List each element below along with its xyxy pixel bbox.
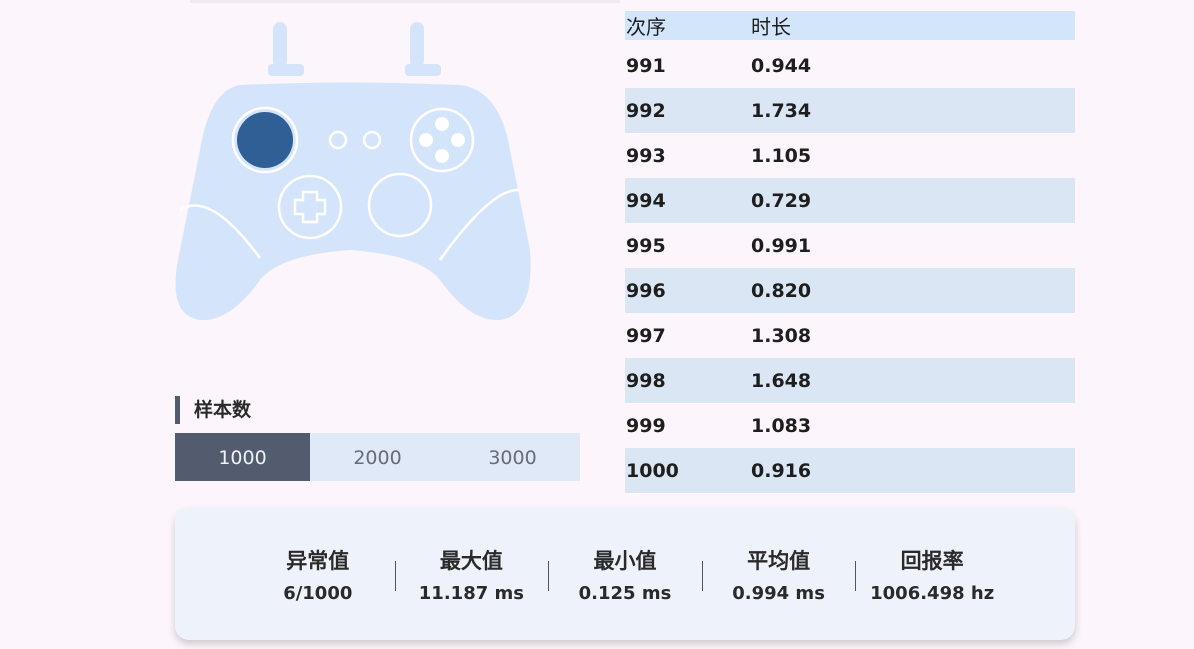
- stat: 最小值 0.125 ms: [548, 545, 702, 604]
- table-cell: 995: [626, 234, 666, 257]
- table-cell: 992: [626, 99, 666, 122]
- table-cell: 1000: [626, 459, 679, 482]
- stat-label: 异常值: [286, 548, 350, 573]
- section-title: 样本数: [175, 396, 251, 424]
- stat-value: 0.994 ms: [732, 582, 825, 604]
- stat-label: 回报率: [900, 548, 964, 573]
- table-cell: 997: [626, 324, 666, 347]
- stat-value: 11.187 ms: [418, 582, 524, 604]
- table-row: 999 1.083: [625, 403, 1075, 448]
- sample-selector: 1000 2000 3000: [175, 433, 580, 481]
- table-row: 994 0.729: [625, 178, 1075, 223]
- table-cell: 0.991: [751, 234, 812, 257]
- stat: 最大值 11.187 ms: [394, 545, 549, 604]
- table-cell: 1.105: [751, 144, 812, 167]
- data-table: 次序 时长 991 0.944 992 1.734 993 1.105 994 0.729 995 0…: [625, 11, 1075, 493]
- stat-label: 最大值: [439, 548, 503, 573]
- stat-label: 最小值: [593, 548, 657, 573]
- table-row: 992 1.734: [625, 88, 1075, 133]
- divider: [190, 0, 620, 3]
- table-cell: 996: [626, 279, 666, 302]
- header-cell: 时长: [751, 15, 791, 39]
- table-cell: 1.734: [751, 99, 812, 122]
- sample-option[interactable]: 3000: [488, 447, 537, 469]
- table-row: 991 0.944: [625, 43, 1075, 88]
- table-cell: 1.083: [751, 414, 812, 437]
- stat: 平均值 0.994 ms: [701, 545, 856, 604]
- header-cell: 次序: [626, 15, 666, 39]
- table-cell: 999: [626, 414, 666, 437]
- table-cell: 1.308: [751, 324, 812, 347]
- table-cell: 994: [626, 189, 666, 212]
- table-row: 998 1.648: [625, 358, 1075, 403]
- table-cell: 0.916: [751, 459, 812, 482]
- table-cell: 1.648: [751, 369, 812, 392]
- sample-option[interactable]: 2000: [353, 447, 402, 469]
- stat: 回报率 1006.498 hz: [855, 545, 1009, 604]
- stats-card: 异常值 6/1000 最大值 11.187 ms 最小值 0.125 ms 平均值 0.994…: [175, 508, 1075, 640]
- table-cell: 0.944: [751, 54, 812, 77]
- table-header: 次序 时长: [625, 11, 1075, 40]
- table-row: 996 0.820: [625, 268, 1075, 313]
- table-cell: 991: [626, 54, 666, 77]
- controller-image: [175, 22, 531, 321]
- table-cell: 998: [626, 369, 666, 392]
- stat-value: 1006.498 hz: [870, 582, 995, 604]
- table-row: 1000 0.916: [625, 448, 1075, 493]
- stat-value: 6/1000: [283, 582, 353, 604]
- sample-option[interactable]: 1000: [175, 433, 310, 481]
- table-row: 997 1.308: [625, 313, 1075, 358]
- table-cell: 993: [626, 144, 666, 167]
- table-row: 993 1.105: [625, 133, 1075, 178]
- table-cell: 0.820: [751, 279, 812, 302]
- table-row: 995 0.991: [625, 223, 1075, 268]
- stat: 异常值 6/1000: [241, 545, 395, 604]
- table-cell: 0.729: [751, 189, 812, 212]
- stat-value: 0.125 ms: [578, 582, 672, 604]
- stat-label: 平均值: [747, 548, 811, 573]
